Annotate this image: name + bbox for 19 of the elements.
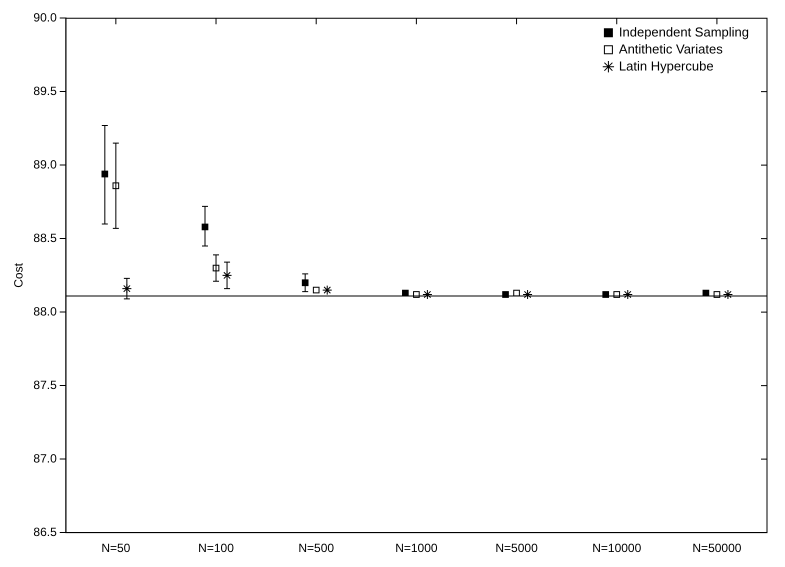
y-tick-label: 89.0	[33, 157, 58, 172]
legend-label: Independent Sampling	[618, 24, 750, 40]
y-tick-label: 88.5	[33, 230, 58, 245]
y-tick-label: 88.0	[33, 304, 58, 318]
x-tick-label: N=5000	[495, 541, 538, 556]
x-tick-label: N=50	[101, 541, 131, 556]
x-tick-label: N=1000	[395, 541, 438, 556]
y-axis-title: Cost	[12, 262, 26, 288]
x-tick-label: N=50000	[692, 541, 742, 556]
y-tick-label: 86.5	[33, 524, 58, 539]
y-tick-label: 89.5	[33, 84, 58, 98]
x-tick-label: N=10000	[592, 541, 642, 556]
legend-label: Antithetic Variates	[618, 41, 724, 56]
legend-label: Latin Hypercube	[618, 58, 714, 74]
y-tick-label: 90.0	[33, 10, 58, 25]
x-tick-label: N=100	[198, 541, 234, 556]
x-tick-label: N=500	[298, 541, 334, 556]
y-tick-label: 87.5	[33, 378, 58, 392]
y-tick-label: 87.0	[33, 451, 58, 466]
